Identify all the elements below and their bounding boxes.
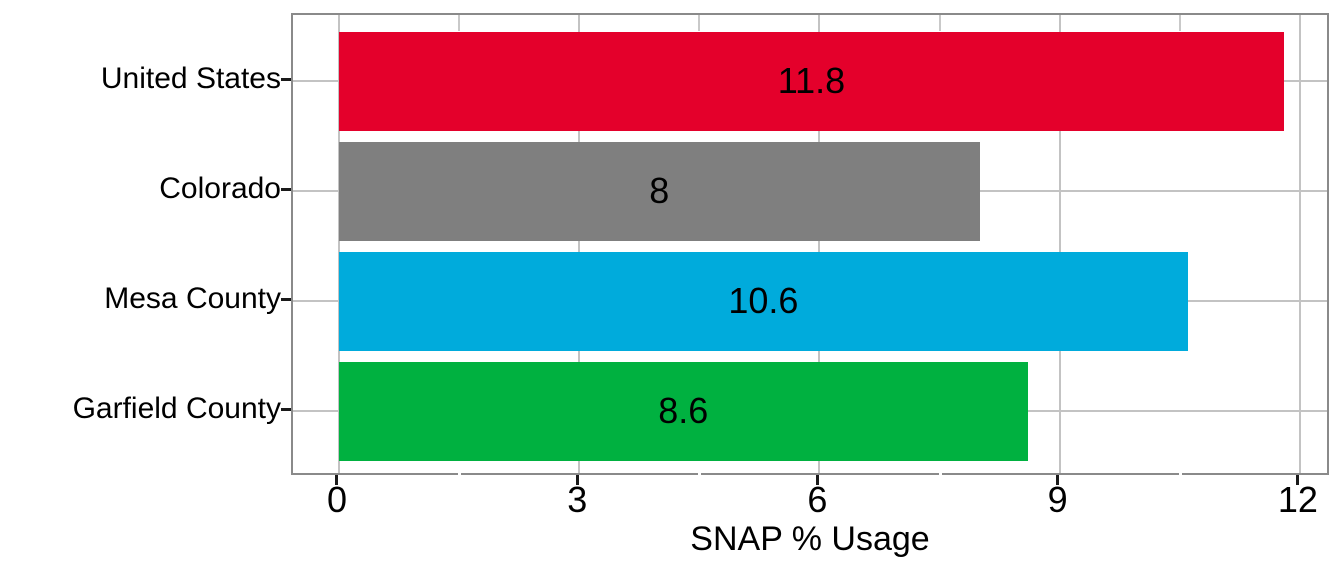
x-minor-tick (458, 15, 461, 31)
bar-colorado (338, 141, 980, 241)
x-minor-tick (698, 15, 701, 31)
x-axis-title: SNAP % Usage (690, 520, 930, 558)
y-axis-label: Mesa County (104, 282, 281, 315)
bar-value-label: 8 (649, 170, 670, 211)
x-gridline (578, 15, 581, 473)
x-axis-tick (575, 475, 579, 485)
x-axis-tick (335, 475, 339, 485)
x-axis-tick-label: 6 (807, 479, 828, 520)
bar-garfield-county (338, 361, 1028, 461)
y-axis-tick (281, 77, 291, 81)
bar-value-label: 11.8 (777, 60, 846, 101)
x-minor-tick-notch (698, 473, 702, 477)
x-axis-tick (1056, 475, 1060, 485)
x-minor-tick-notch (1178, 473, 1182, 477)
x-gridline (818, 15, 821, 473)
x-axis-tick-label: 9 (1047, 479, 1068, 520)
y-axis-label: Garfield County (72, 392, 281, 425)
x-axis-tick-label: 12 (1277, 479, 1318, 520)
x-gridline (1298, 15, 1301, 473)
y-axis-label: United States (100, 62, 281, 95)
bar-united-states (338, 31, 1284, 131)
bar-value-label: 8.6 (658, 390, 709, 431)
bar-value-label: 10.6 (728, 280, 799, 321)
x-minor-tick (938, 15, 941, 31)
x-minor-tick (1178, 15, 1181, 31)
x-minor-tick-notch (938, 473, 942, 477)
x-minor-tick-notch (458, 473, 462, 477)
x-gridline (1058, 15, 1061, 473)
x-axis-tick-label: 3 (567, 479, 588, 520)
y-axis-tick (281, 297, 291, 301)
x-axis-tick-label: 0 (326, 479, 347, 520)
x-axis-tick (1296, 475, 1300, 485)
x-axis-tick (815, 475, 819, 485)
y-axis-label: Colorado (159, 172, 281, 205)
x-gridline (337, 15, 340, 473)
bar-mesa-county (338, 251, 1188, 351)
y-axis-tick (281, 187, 291, 191)
y-axis-tick (281, 407, 291, 411)
plot-panel: 11.8 8 10.6 8.6 (291, 13, 1329, 477)
